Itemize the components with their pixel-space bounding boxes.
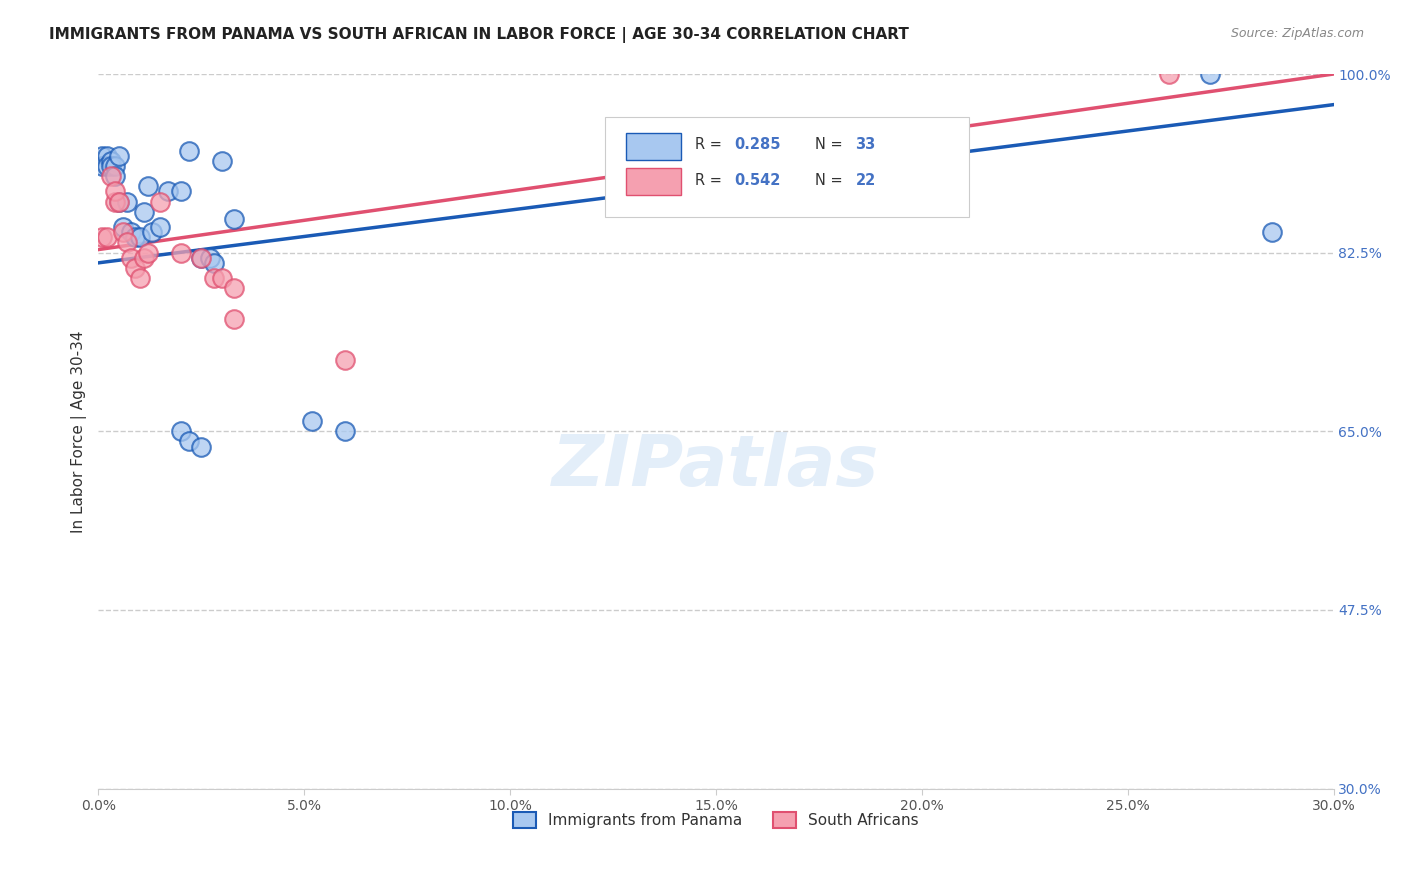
Point xyxy=(91,230,114,244)
Point xyxy=(112,225,135,239)
Point xyxy=(108,194,131,209)
Point xyxy=(1157,67,1180,81)
Y-axis label: In Labor Force | Age 30-34: In Labor Force | Age 30-34 xyxy=(72,330,87,533)
Point xyxy=(190,251,212,265)
Point xyxy=(91,149,114,163)
Text: Source: ZipAtlas.com: Source: ZipAtlas.com xyxy=(1230,27,1364,40)
Point xyxy=(104,159,127,173)
Point xyxy=(132,251,155,265)
Point xyxy=(202,256,225,270)
Point xyxy=(112,220,135,235)
Point xyxy=(157,185,180,199)
Point xyxy=(100,159,122,173)
Point xyxy=(224,281,246,295)
Point xyxy=(198,251,221,265)
Point xyxy=(124,260,146,275)
Point xyxy=(132,204,155,219)
Point xyxy=(120,225,142,239)
Point xyxy=(170,185,193,199)
Point xyxy=(170,424,193,438)
Point xyxy=(190,440,212,454)
Point xyxy=(120,251,142,265)
Point xyxy=(1199,67,1222,81)
Legend: Immigrants from Panama, South Africans: Immigrants from Panama, South Africans xyxy=(508,806,925,835)
Point xyxy=(177,434,200,449)
Bar xyxy=(626,169,682,195)
Bar xyxy=(626,133,682,160)
Point xyxy=(96,230,118,244)
Text: N =: N = xyxy=(814,137,846,153)
Point xyxy=(224,312,246,326)
Point xyxy=(170,245,193,260)
Point xyxy=(224,211,246,226)
Text: R =: R = xyxy=(695,137,727,153)
Point xyxy=(108,149,131,163)
Text: R =: R = xyxy=(695,173,727,188)
Text: IMMIGRANTS FROM PANAMA VS SOUTH AFRICAN IN LABOR FORCE | AGE 30-34 CORRELATION C: IMMIGRANTS FROM PANAMA VS SOUTH AFRICAN … xyxy=(49,27,910,43)
Point xyxy=(96,159,118,173)
Text: 0.542: 0.542 xyxy=(734,173,780,188)
Point xyxy=(128,230,150,244)
Text: 0.285: 0.285 xyxy=(734,137,780,153)
Point xyxy=(211,271,233,285)
Point xyxy=(100,169,122,183)
Text: 33: 33 xyxy=(855,137,876,153)
Point xyxy=(1261,225,1284,239)
Text: ZIPatlas: ZIPatlas xyxy=(553,433,880,501)
FancyBboxPatch shape xyxy=(605,117,969,217)
Point xyxy=(335,424,357,438)
Point xyxy=(190,251,212,265)
Point xyxy=(104,169,127,183)
Point xyxy=(136,179,159,194)
Point xyxy=(211,153,233,168)
Point xyxy=(96,149,118,163)
Point xyxy=(91,159,114,173)
Point xyxy=(128,271,150,285)
Point xyxy=(136,245,159,260)
Point xyxy=(149,220,172,235)
Point xyxy=(301,414,323,428)
Point xyxy=(149,194,172,209)
Point xyxy=(115,194,138,209)
Point xyxy=(124,230,146,244)
Point xyxy=(141,225,163,239)
Point xyxy=(115,235,138,250)
Text: N =: N = xyxy=(814,173,846,188)
Point xyxy=(100,153,122,168)
Point xyxy=(335,352,357,367)
Point xyxy=(108,194,131,209)
Point xyxy=(177,144,200,158)
Point xyxy=(104,185,127,199)
Point xyxy=(104,194,127,209)
Text: 22: 22 xyxy=(855,173,876,188)
Point xyxy=(202,271,225,285)
